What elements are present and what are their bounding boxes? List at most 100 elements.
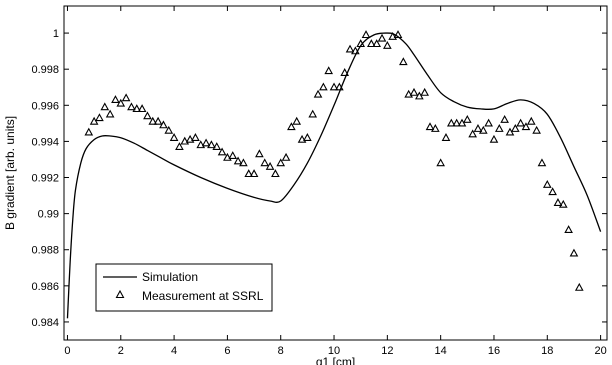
data-point-measurement [164,125,174,134]
data-point-measurement [255,149,264,158]
data-point-measurement [324,66,334,75]
x-tick-label: 2 [118,345,124,357]
y-tick-label: 0.994 [31,136,59,148]
data-point-measurement [420,87,429,96]
data-point-measurement [361,30,371,39]
data-point-measurement [367,39,376,48]
legend: Simulation Measurement at SSRL [95,263,273,312]
data-point-measurement [276,158,286,167]
data-point-measurement [207,140,216,149]
data-point-measurement [308,109,318,118]
data-point-measurement [335,82,344,91]
data-point-measurement [372,39,382,48]
data-point-measurement [111,95,120,104]
data-point-measurement [532,125,541,134]
y-axis-ticks: 0.984 0.986 0.988 0.99 0.992 0.994 0.996 0.998 1 [31,28,607,329]
series-markers-measurement [84,30,584,291]
data-point-measurement [553,198,563,206]
y-tick-label: 0.998 [31,64,59,76]
data-point-measurement [329,82,339,91]
legend-marker-measurement [115,289,125,299]
data-point-measurement [217,147,227,156]
data-point-measurement [132,104,142,113]
data-point-measurement [191,133,200,141]
data-point-measurement [228,151,238,159]
data-point-measurement [287,122,296,131]
data-point-measurement [297,134,307,143]
series-line-simulation [66,32,602,319]
data-point-measurement [271,169,280,178]
data-point-measurement [500,114,509,123]
x-axis-ticks: 0 2 4 6 8 10 12 14 16 18 20 [64,6,607,357]
data-point-measurement [489,134,499,143]
data-point-measurement [137,104,147,113]
data-point-measurement [436,158,445,167]
data-point-measurement [409,87,419,96]
data-point-measurement [393,30,403,39]
data-point-measurement [425,122,435,131]
plot-area [66,30,602,319]
data-point-measurement [180,136,190,145]
data-point-measurement [377,33,387,42]
legend-box [95,263,273,312]
data-point-measurement [383,40,392,49]
data-point-measurement [313,89,323,98]
data-point-measurement [201,138,211,147]
data-point-measurement [233,156,243,165]
data-point-measurement [494,124,504,132]
data-point-measurement [446,118,456,127]
data-point-measurement [542,179,552,188]
data-point-measurement [105,109,115,118]
data-point-measurement [196,140,206,149]
data-point-measurement [510,124,520,132]
data-point-measurement [452,118,461,127]
x-tick-label: 10 [328,345,340,357]
data-point-measurement [143,111,152,120]
y-axis-label: B gradient [arb. units] [3,116,17,230]
x-tick-label: 8 [278,345,284,357]
data-point-measurement [127,102,136,111]
data-point-measurement [558,199,568,208]
data-point-measurement [404,89,413,98]
data-point-measurement [169,133,179,141]
data-point-measurement [537,158,547,167]
legend-label-simulation: Simulation [142,270,198,284]
data-point-measurement [249,169,259,178]
y-tick-label: 0.984 [31,317,59,329]
x-tick-label: 6 [224,345,230,357]
data-point-measurement [468,129,477,138]
y-tick-label: 0.986 [31,281,59,293]
data-point-measurement [185,134,195,143]
data-point-measurement [521,122,531,131]
y-tick-label: 0.99 [38,209,59,221]
data-point-measurement [84,127,94,136]
data-point-measurement [356,39,366,48]
data-point-measurement [473,124,483,132]
data-point-measurement [516,118,525,127]
data-point-measurement [564,225,573,234]
data-point-measurement [153,116,163,125]
x-tick-label: 4 [171,345,177,357]
data-point-measurement [388,31,398,40]
data-point-measurement [462,114,472,123]
data-point-measurement [526,116,536,125]
data-point-measurement [441,133,451,141]
data-point-measurement [351,46,360,55]
x-tick-label: 20 [594,345,606,357]
y-tick-label: 1 [53,28,59,40]
data-point-measurement [345,44,355,53]
x-tick-label: 12 [381,345,393,357]
x-axis-label: q1 [cm] [316,355,355,365]
y-tick-label: 0.988 [31,245,59,257]
data-point-measurement [100,102,110,111]
data-point-measurement [548,187,557,196]
data-point-measurement [121,93,131,102]
data-point-measurement [95,113,104,122]
data-point-measurement [574,282,584,291]
data-point-measurement [319,82,328,91]
data-point-measurement [223,152,232,161]
x-tick-label: 18 [541,345,553,357]
data-point-measurement [281,152,291,161]
data-point-measurement [244,169,254,178]
data-point-measurement [175,142,184,150]
